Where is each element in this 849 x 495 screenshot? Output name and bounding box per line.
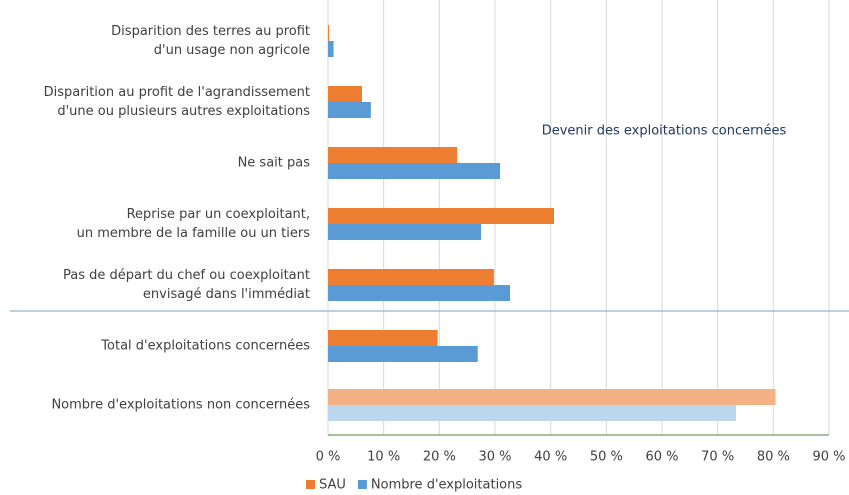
x-tick-label: 40 %: [534, 450, 567, 465]
category-label: Total d'exploitations concernées: [101, 338, 310, 354]
x-tick-label: 30 %: [478, 450, 511, 465]
bar: [328, 269, 494, 285]
bar: [328, 224, 482, 240]
bar: [328, 147, 458, 163]
category-label: Reprise par un coexploitant, un membre d…: [76, 207, 310, 241]
bar: [328, 86, 362, 102]
category-label: Nombre d'exploitations non concernées: [51, 397, 310, 413]
legend-label: Nombre d'exploitations: [371, 478, 522, 493]
category-label: Disparition des terres au profit d'un us…: [111, 24, 310, 58]
bar: [328, 25, 330, 41]
x-tick-label: 10 %: [367, 450, 400, 465]
bar: [328, 389, 776, 405]
legend-label: SAU: [319, 478, 346, 493]
x-tick-label: 70 %: [701, 450, 734, 465]
bar: [328, 41, 334, 57]
x-tick-label: 20 %: [423, 450, 456, 465]
x-tick-label: 90 %: [812, 450, 845, 465]
x-tick-label: 80 %: [757, 450, 790, 465]
bar: [328, 330, 438, 346]
legend-swatch: [306, 480, 315, 489]
category-label: Pas de départ du chef ou coexploitant en…: [63, 268, 310, 302]
legend-swatch: [357, 480, 367, 489]
bar: [328, 285, 511, 301]
bar: [328, 163, 501, 179]
bar: [328, 102, 371, 118]
bar: [328, 405, 737, 421]
bar: [328, 208, 555, 224]
x-tick-label: 60 %: [645, 450, 678, 465]
x-tick-label: 0 %: [316, 450, 341, 465]
bar: [328, 346, 478, 362]
category-label: Ne sait pas: [237, 155, 310, 171]
annotation: Devenir des exploitations concernées: [542, 124, 787, 139]
category-label: Disparition au profit de l'agrandissemen…: [43, 85, 310, 119]
x-tick-label: 50 %: [590, 450, 623, 465]
